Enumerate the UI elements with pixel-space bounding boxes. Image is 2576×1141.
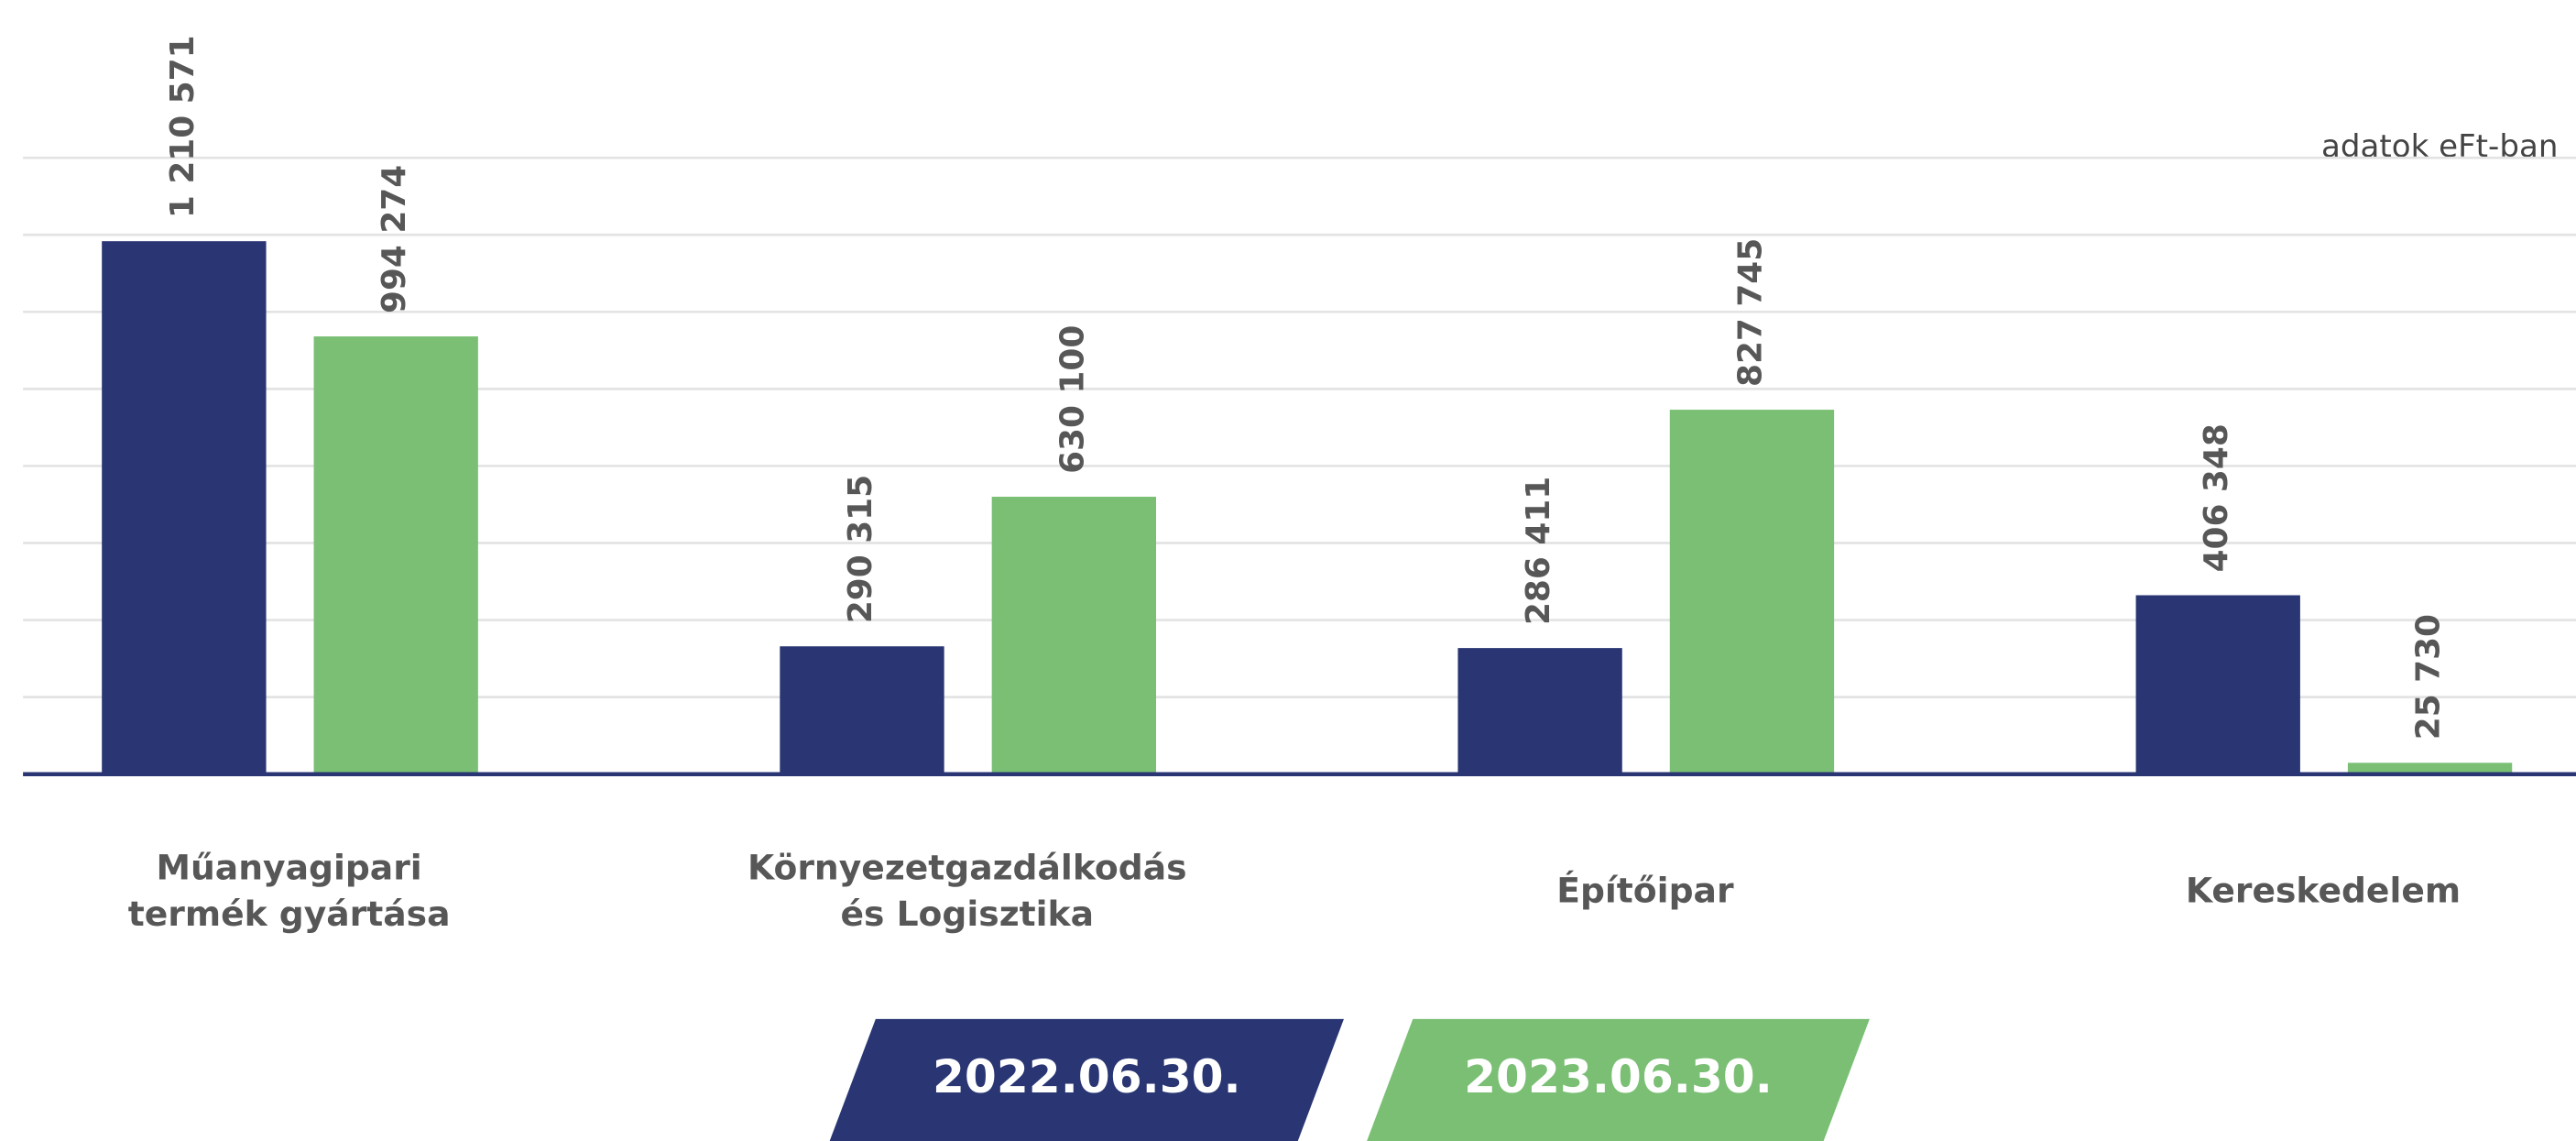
bar (780, 646, 944, 774)
bar (2135, 595, 2300, 774)
bar (1457, 648, 1622, 774)
bar (102, 241, 267, 774)
category-label: Műanyagipari termék gyártása (128, 847, 451, 933)
legend-swatch (829, 1018, 1344, 1141)
bar (2347, 762, 2513, 774)
legend-label: 2023.06.30. (1464, 1049, 1773, 1103)
category-label: Kereskedelem (2186, 870, 2461, 910)
category-label: Környezetgazdálkodás és Logisztika (748, 847, 1187, 933)
value-label: 290 315 (842, 475, 879, 623)
value-label: 827 745 (1731, 238, 1769, 387)
value-label: 25 730 (2410, 614, 2448, 740)
bar (313, 336, 478, 774)
bar (1669, 410, 1835, 774)
value-label: 630 100 (1053, 325, 1091, 474)
value-label: 994 274 (376, 165, 413, 313)
legend-label: 2022.06.30. (933, 1049, 1241, 1103)
value-label: 1 210 571 (164, 35, 202, 218)
category-label: Építőipar (1556, 870, 1734, 910)
unit-note: adatok eFt-ban (2321, 128, 2558, 165)
bar (991, 497, 1156, 774)
legend-swatch (1367, 1018, 1870, 1141)
value-label: 286 411 (1520, 477, 1557, 625)
value-label: 406 348 (2198, 423, 2235, 572)
